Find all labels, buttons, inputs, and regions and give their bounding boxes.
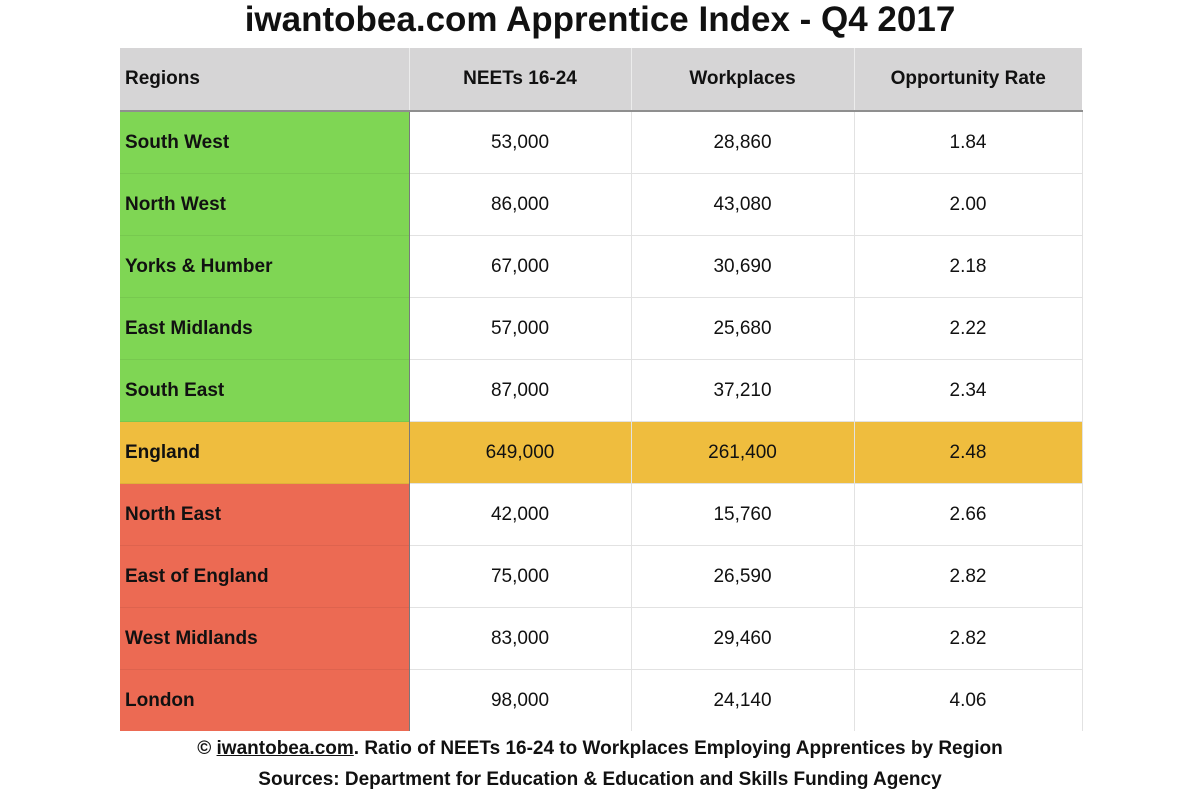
region-cell: South East: [120, 359, 410, 422]
copyright-symbol: ©: [197, 738, 212, 759]
workplaces-cell: 30,690: [630, 235, 854, 298]
opportunity-rate-cell: 2.22: [853, 297, 1083, 360]
region-cell: East of England: [120, 545, 410, 608]
workplaces-cell: 26,590: [630, 545, 854, 608]
opportunity-rate-cell: 2.82: [853, 545, 1083, 608]
table-row: North West 86,000 43,080 2.00: [120, 173, 1083, 236]
workplaces-cell: 25,680: [630, 297, 854, 360]
table-row: South West 53,000 28,860 1.84: [120, 110, 1083, 174]
workplaces-cell: 24,140: [630, 669, 854, 731]
header-workplaces: Workplaces: [630, 48, 854, 112]
region-cell: England: [120, 421, 410, 484]
apprentice-index-table: Regions NEETs 16-24 Workplaces Opportuni…: [120, 48, 1083, 731]
header-regions: Regions: [120, 48, 409, 112]
footer-sources: Sources: Department for Education & Educ…: [258, 769, 942, 790]
header-neets: NEETs 16-24: [408, 48, 631, 112]
opportunity-rate-cell: 2.00: [853, 173, 1083, 236]
workplaces-cell: 15,760: [630, 483, 854, 546]
region-cell: West Midlands: [120, 607, 410, 670]
region-cell: North West: [120, 173, 410, 236]
neets-cell: 42,000: [408, 483, 631, 546]
page-title: iwantobea.com Apprentice Index - Q4 2017: [244, 0, 956, 39]
table-body: South West 53,000 28,860 1.84 North West 86,0…: [120, 110, 1083, 731]
table-header-row: Regions NEETs 16-24 Workplaces Opportuni…: [120, 48, 1082, 112]
table-row: North East 42,000 15,760 2.66: [120, 483, 1083, 546]
neets-cell: 53,000: [408, 110, 631, 174]
neets-cell: 83,000: [408, 607, 631, 670]
workplaces-cell: 28,860: [630, 110, 854, 174]
table-row: East Midlands 57,000 25,680 2.22: [120, 297, 1083, 360]
region-cell: East Midlands: [120, 297, 410, 360]
neets-cell: 87,000: [408, 359, 631, 422]
footer-description-line: © iwantobea.com. Ratio of NEETs 16-24 to…: [0, 738, 1200, 760]
table-row: South East 87,000 37,210 2.34: [120, 359, 1083, 422]
table-row: East of England 75,000 26,590 2.82: [120, 545, 1083, 608]
footer-description: . Ratio of NEETs 16-24 to Workplaces Emp…: [353, 738, 1003, 759]
workplaces-cell: 43,080: [630, 173, 854, 236]
region-cell: North East: [120, 483, 410, 546]
region-cell: South West: [120, 110, 410, 174]
opportunity-rate-cell: 2.82: [853, 607, 1083, 670]
neets-cell: 98,000: [408, 669, 631, 731]
workplaces-cell: 37,210: [630, 359, 854, 422]
neets-cell: 649,000: [408, 421, 631, 484]
region-cell: London: [120, 669, 410, 731]
header-opportunity-rate: Opportunity Rate: [853, 48, 1082, 112]
neets-cell: 57,000: [408, 297, 631, 360]
table-row: London 98,000 24,140 4.06: [120, 669, 1083, 731]
opportunity-rate-cell: 4.06: [853, 669, 1083, 731]
opportunity-rate-cell: 2.34: [853, 359, 1083, 422]
workplaces-cell: 261,400: [630, 421, 854, 484]
site-link[interactable]: iwantobea.com: [216, 738, 354, 759]
neets-cell: 86,000: [408, 173, 631, 236]
table-row: Yorks & Humber 67,000 30,690 2.18: [120, 235, 1083, 298]
neets-cell: 75,000: [408, 545, 631, 608]
opportunity-rate-cell: 2.66: [853, 483, 1083, 546]
opportunity-rate-cell: 1.84: [853, 110, 1083, 174]
workplaces-cell: 29,460: [630, 607, 854, 670]
neets-cell: 67,000: [408, 235, 631, 298]
table-row: England 649,000 261,400 2.48: [120, 421, 1083, 484]
table-row: West Midlands 83,000 29,460 2.82: [120, 607, 1083, 670]
region-cell: Yorks & Humber: [120, 235, 410, 298]
opportunity-rate-cell: 2.48: [853, 421, 1083, 484]
opportunity-rate-cell: 2.18: [853, 235, 1083, 298]
